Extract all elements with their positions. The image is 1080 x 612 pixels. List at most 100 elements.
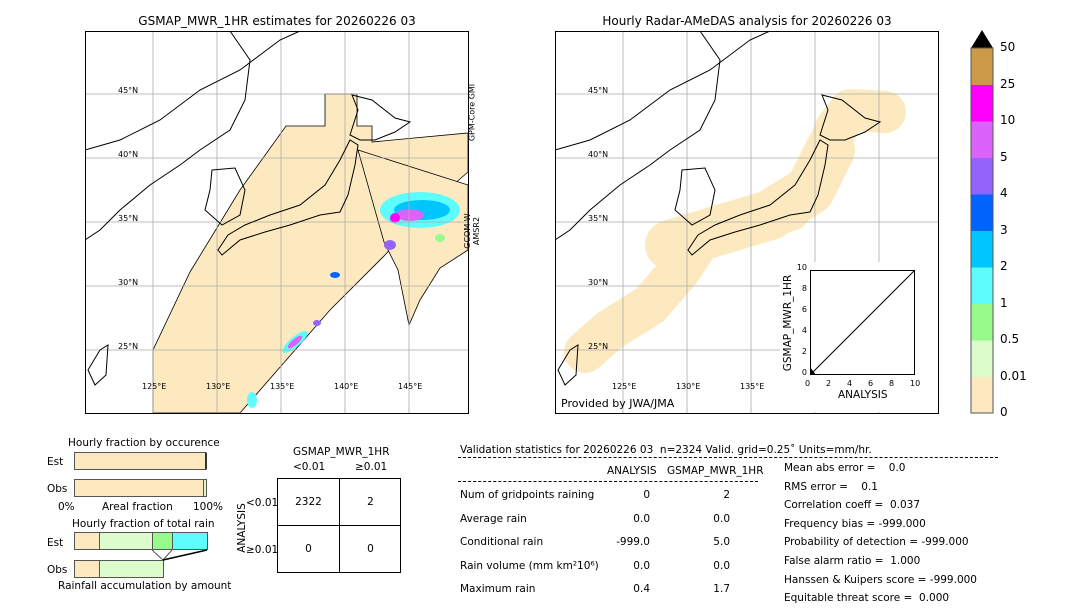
analysis-coverage bbox=[564, 89, 906, 373]
lat-label: 40°N bbox=[118, 150, 139, 159]
lat-label: 40°N bbox=[588, 150, 609, 159]
lon-label: 135°E bbox=[270, 382, 295, 391]
obs-bar-wet bbox=[203, 479, 207, 497]
col-gsmap: GSMAP_MWR_1HR bbox=[667, 465, 764, 477]
colorbar-label: 10 bbox=[1000, 113, 1016, 127]
colorbar-segment bbox=[971, 230, 993, 268]
stat-label: Rain volume (mm km²10⁶) bbox=[460, 559, 599, 572]
colorbar-label: 4 bbox=[1000, 186, 1008, 200]
x-tick: 2 bbox=[826, 379, 832, 388]
colorbar-extend-arrow bbox=[971, 30, 993, 48]
stat-analysis: 0.4 bbox=[633, 583, 650, 595]
x-tick: 8 bbox=[889, 379, 895, 388]
lon-label: 145°E bbox=[398, 382, 423, 391]
y-tick: 4 bbox=[801, 326, 807, 335]
score-line: Correlation coeff = 0.037 bbox=[784, 499, 920, 512]
rain-fraction-bars bbox=[74, 532, 208, 578]
colorbar-label: 5 bbox=[1000, 149, 1008, 164]
score-line: False alarm ratio = 1.000 bbox=[784, 555, 921, 567]
colorbar-label: 1 bbox=[1000, 295, 1008, 310]
score-line: Mean abs error = 0.0 bbox=[784, 462, 906, 474]
col-label: <0.01 bbox=[293, 461, 326, 473]
axis-100pct: 100% bbox=[193, 501, 224, 513]
stat-gsmap: 0.0 bbox=[713, 559, 730, 572]
colorbar-segment bbox=[971, 303, 993, 341]
lon-label: 125°E bbox=[142, 382, 167, 391]
right-map-title: Hourly Radar-AMeDAS analysis for 2026022… bbox=[602, 14, 892, 28]
stat-analysis: 0 bbox=[643, 489, 650, 501]
colorbar-segment bbox=[971, 194, 993, 231]
stat-label: Average rain bbox=[460, 512, 527, 525]
colorbar-segment bbox=[971, 376, 993, 414]
left-map-title: GSMAP_MWR_1HR estimates for 20260226 03 bbox=[138, 14, 416, 28]
colorbar-segment bbox=[971, 84, 993, 122]
stat-label: Maximum rain bbox=[460, 583, 536, 595]
x-tick: 0 bbox=[805, 379, 811, 388]
obs-bar-dry bbox=[74, 479, 204, 497]
score-line: Equitable threat score = 0.000 bbox=[784, 592, 950, 605]
y-tick: 10 bbox=[796, 263, 807, 272]
colorbar bbox=[970, 30, 994, 414]
col-analysis: ANALYSIS bbox=[607, 465, 657, 477]
colorbar-label: 0.01 bbox=[1000, 368, 1027, 383]
stat-analysis: -999.0 bbox=[616, 536, 650, 548]
col-label: ≥0.01 bbox=[355, 461, 388, 473]
stat-label: Num of gridpoints raining bbox=[460, 489, 595, 501]
est-bar-dry bbox=[74, 452, 206, 470]
x-tick: 6 bbox=[868, 379, 874, 388]
row-label-obs: Obs bbox=[47, 483, 68, 495]
est-bar-wet bbox=[205, 452, 207, 470]
colorbar-segment bbox=[971, 157, 993, 195]
rain-fraction-title: Hourly fraction of total rain bbox=[72, 518, 215, 530]
swath-label-gpm: GPM-Core GMI bbox=[467, 83, 477, 142]
occurrence-bars bbox=[74, 452, 207, 497]
stat-gsmap: 5.0 bbox=[713, 536, 730, 548]
occurrence-title: Hourly fraction by occurence bbox=[68, 437, 220, 449]
colorbar-segment bbox=[971, 48, 993, 85]
row-label-est: Est bbox=[47, 456, 64, 468]
validation-header: Validation statistics for 20260226 03 n=… bbox=[460, 444, 872, 456]
diagonal-line bbox=[810, 270, 916, 376]
colorbar-segment bbox=[971, 267, 993, 304]
swath-label-gcom: GCOM-W AMSR2 bbox=[463, 213, 481, 249]
rain-areas bbox=[247, 192, 460, 408]
row-label: ≥0.01 bbox=[246, 544, 279, 556]
lon-label: 135°E bbox=[740, 382, 765, 391]
cell-false-alarm: 2 bbox=[367, 496, 374, 508]
contingency-table: 2322 2 0 0 bbox=[277, 478, 401, 573]
scatter-ylabel: GSMAP_MWR_1HR bbox=[782, 274, 794, 372]
colorbar-label: 3 bbox=[1000, 222, 1008, 237]
lon-label: 125°E bbox=[612, 382, 637, 391]
cell-hit: 0 bbox=[367, 543, 374, 555]
lat-label: 45°N bbox=[588, 86, 609, 95]
left-map bbox=[85, 31, 469, 414]
cell-miss: 0 bbox=[305, 543, 312, 555]
stat-gsmap: 1.7 bbox=[713, 583, 730, 595]
stat-analysis: 0.0 bbox=[633, 559, 650, 572]
scatter-plot bbox=[810, 270, 916, 376]
row-label-est: Est bbox=[47, 537, 64, 549]
coastlines bbox=[85, 31, 412, 386]
lat-label: 45°N bbox=[118, 86, 139, 95]
colorbar-label: 0 bbox=[1000, 405, 1008, 419]
colorbar-label: 0.5 bbox=[1000, 332, 1020, 346]
lat-label: 25°N bbox=[588, 342, 609, 351]
stat-label: Conditional rain bbox=[460, 536, 544, 548]
stat-gsmap: 0.0 bbox=[713, 512, 730, 525]
axis-areal-fraction: Areal fraction bbox=[102, 501, 173, 513]
scatter-xlabel: ANALYSIS bbox=[838, 389, 888, 401]
lat-label: 30°N bbox=[588, 278, 609, 287]
x-tick: 4 bbox=[847, 379, 853, 388]
y-tick: 0 bbox=[801, 368, 807, 377]
row-label: <0.01 bbox=[246, 497, 279, 509]
colorbar-segment bbox=[971, 340, 993, 377]
graticule bbox=[85, 31, 468, 413]
axis-0pct: 0% bbox=[58, 501, 75, 513]
divider bbox=[458, 481, 758, 482]
lon-label: 130°E bbox=[676, 382, 701, 391]
credit-text: Provided by JWA/JMA bbox=[561, 397, 675, 410]
scatter-yticks: 0 2 4 6 8 10 bbox=[795, 263, 807, 377]
y-tick: 8 bbox=[801, 284, 807, 293]
stat-gsmap: 2 bbox=[723, 489, 730, 501]
